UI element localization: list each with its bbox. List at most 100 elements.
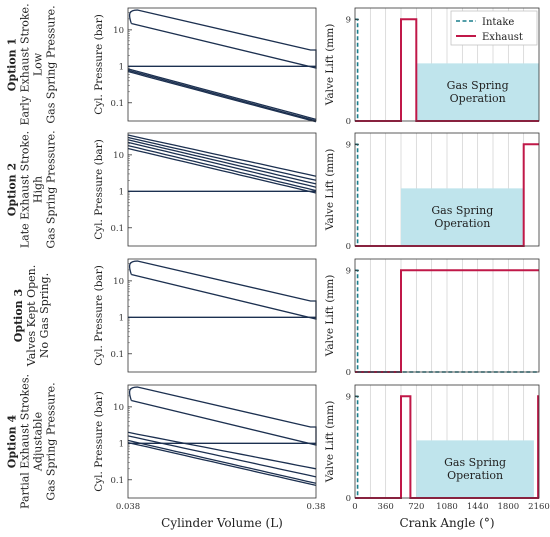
row-2: Option 2 Late Exhaust Stroke. High Gas Spri… <box>6 130 540 252</box>
legend-intake-label: Intake <box>482 17 514 28</box>
pv-ytick-label: 10 <box>113 277 124 287</box>
gas-spring-label: Operation <box>450 92 506 105</box>
gas-spring-region <box>401 188 524 246</box>
lift-ytick-label: 0 <box>346 368 351 378</box>
pv-trace <box>127 141 317 188</box>
row-title: Option 2 <box>6 163 19 216</box>
pv-xtick-label: 0.38 <box>307 502 326 512</box>
pv-trace <box>127 139 317 185</box>
row-desc-line: High <box>32 176 45 203</box>
legend-exhaust-label: Exhaust <box>482 32 523 43</box>
pv-ytick-label: 0.1 <box>110 476 124 486</box>
pv-ytick-label: 10 <box>113 151 124 161</box>
row-title: Option 1 <box>6 38 19 91</box>
row-desc-line: Gas Spring Pressure. <box>45 130 58 248</box>
pv-axes-frame <box>127 258 317 373</box>
pv-panel: 10 1 0.1 Cyl. Pressure (bar) <box>93 132 317 247</box>
pv-ytick-label: 1 <box>119 62 124 72</box>
pv-xlabel: Cylinder Volume (L) <box>161 516 283 530</box>
row-label: Option 3 Valves Kept Open. No Gas Spring. <box>12 265 51 367</box>
pv-trace <box>127 134 317 177</box>
gas-spring-label: Gas Spring <box>444 456 506 469</box>
pv-ytick-label: 10 <box>113 26 124 36</box>
lift-ytick-label: 9 <box>346 392 351 402</box>
row-desc-line: Partial Exhaust Strokes. <box>19 374 32 509</box>
pv-axes-frame <box>127 132 317 247</box>
exhaust-trace <box>355 395 540 499</box>
pv-trace <box>127 439 317 484</box>
row-title: Option 4 <box>6 414 19 468</box>
pv-trace <box>127 431 317 470</box>
row-desc-line: Late Exhaust Stroke. <box>19 131 32 248</box>
gas-spring-label: Gas Spring <box>447 79 509 92</box>
pv-trace <box>127 441 317 487</box>
pv-trace <box>127 68 317 121</box>
lift-xtick-label: 360 <box>378 502 394 512</box>
lift-axes-frame <box>354 258 540 373</box>
pv-ytick-label: 10 <box>113 403 124 413</box>
gas-spring-label: Gas Spring <box>431 204 493 217</box>
lift-xtick-label: 720 <box>408 502 424 512</box>
lift-axes-frame <box>354 7 540 122</box>
lift-ylabel: Valve Lift (mm) <box>324 24 336 107</box>
lift-ytick-label: 0 <box>346 117 351 127</box>
pv-panel: 10 1 0.1 Cyl. Pressure (bar) <box>93 7 317 123</box>
pv-ytick-label: 0.1 <box>110 224 124 234</box>
pv-trace <box>127 144 317 192</box>
pv-ytick-label: 1 <box>119 313 124 323</box>
pv-ytick-label: 1 <box>119 187 124 197</box>
row-title: Option 3 <box>12 289 25 342</box>
pv-trace <box>127 147 317 194</box>
row-desc-line: Low <box>32 52 45 76</box>
pv-ytick-label: 0.1 <box>110 350 124 360</box>
pv-trace <box>127 69 317 122</box>
lift-xtick-label: 0 <box>352 502 357 512</box>
pv-ylabel: Cyl. Pressure (bar) <box>93 139 105 240</box>
row-desc-line: Valves Kept Open. <box>25 265 38 367</box>
pv-trace <box>127 435 317 478</box>
pv-panel: 10 1 0.1 Cyl. Pressure (bar) 0.038 0.38 Cylind… <box>93 384 326 530</box>
row-desc-line: Adjustable <box>32 412 45 472</box>
lift-ytick-label: 9 <box>346 140 351 150</box>
pv-trace <box>128 9 317 69</box>
lift-xtick-label: 1080 <box>436 502 458 512</box>
pv-ylabel: Cyl. Pressure (bar) <box>93 391 105 492</box>
legend: Intake Exhaust <box>450 10 538 46</box>
row-desc-line: Early Exhaust Stroke. <box>19 3 32 125</box>
pv-axes-frame <box>127 384 317 499</box>
pv-ylabel: Cyl. Pressure (bar) <box>93 14 105 115</box>
legend-frame <box>450 10 538 46</box>
gas-spring-label: Operation <box>447 469 503 482</box>
lift-ylabel: Valve Lift (mm) <box>324 149 336 232</box>
lift-axes-frame <box>354 132 540 247</box>
lift-ytick-label: 9 <box>346 266 351 276</box>
row-label: Option 1 Early Exhaust Stroke. Low Gas Spri… <box>6 3 58 125</box>
row-desc-line: No Gas Spring. <box>38 273 51 358</box>
lift-ylabel: Valve Lift (mm) <box>324 401 336 484</box>
lift-xlabel: Crank Angle (°) <box>399 516 494 530</box>
row-3: Option 3 Valves Kept Open. No Gas Spring. 1… <box>12 258 540 378</box>
lift-xtick-label: 2160 <box>528 502 550 512</box>
row-label: Option 4 Partial Exhaust Strokes. Adjustab… <box>6 374 58 509</box>
row-4: Option 4 Partial Exhaust Strokes. Adjustab… <box>6 374 550 530</box>
row-desc-line: Gas Spring Pressure. <box>45 5 58 123</box>
lift-xtick-label: 1440 <box>467 502 489 512</box>
lift-axes-frame <box>354 384 540 499</box>
lift-xtick-label: 1800 <box>498 502 520 512</box>
lift-ytick-label: 0 <box>346 494 351 504</box>
pv-ylabel: Cyl. Pressure (bar) <box>93 265 105 366</box>
pv-trace <box>127 136 317 181</box>
lift-ylabel: Valve Lift (mm) <box>324 275 336 358</box>
row-desc-line: Gas Spring Pressure. <box>45 382 58 500</box>
pv-trace <box>127 70 317 123</box>
gas-spring-region <box>416 63 539 121</box>
pv-xtick-label: 0.038 <box>116 502 140 512</box>
pv-ytick-label: 1 <box>119 439 124 449</box>
lift-ytick-label: 9 <box>346 15 351 25</box>
row-1: Option 1 Early Exhaust Stroke. Low Gas Spri… <box>6 3 540 127</box>
row-label: Option 2 Late Exhaust Stroke. High Gas Spri… <box>6 130 58 248</box>
lift-panel: 0 9 Valve Lift (mm) <box>324 258 540 378</box>
